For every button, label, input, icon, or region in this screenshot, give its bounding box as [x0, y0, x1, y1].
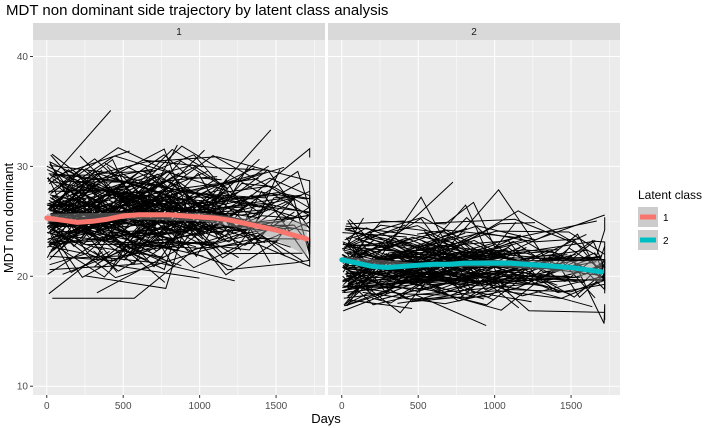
trajectory-line — [49, 163, 187, 227]
trajectory-line — [346, 270, 550, 292]
trajectory-line — [396, 274, 531, 296]
trajectory-line — [342, 217, 506, 269]
trajectory-line — [397, 279, 606, 304]
facet-strip — [328, 23, 620, 40]
trajectory-line — [342, 256, 515, 283]
x-tick-label: 500 — [115, 401, 132, 412]
trajectory-line — [51, 228, 101, 257]
trajectory-line — [49, 231, 197, 278]
y-tick-label: 30 — [17, 162, 29, 173]
trajectory-line — [47, 181, 98, 234]
trajectory-line — [63, 190, 175, 240]
trajectory-line — [434, 218, 572, 243]
trajectory-line — [346, 252, 485, 300]
legend: Latent class 1 2 — [638, 188, 702, 250]
x-tick-label: 1500 — [560, 401, 583, 412]
trajectory-line — [346, 255, 441, 291]
trajectory-line — [51, 227, 311, 279]
trajectory-line — [81, 216, 310, 243]
trajectory-line — [370, 236, 508, 255]
trajectory-line — [344, 216, 456, 241]
trajectory-line — [372, 249, 435, 264]
trajectory-line — [93, 250, 142, 272]
trajectory-line — [345, 204, 605, 307]
chart-title: MDT non dominant side trajectory by late… — [6, 2, 388, 19]
trajectory-line — [49, 255, 118, 262]
trajectory-line — [373, 248, 596, 299]
trajectory-line — [441, 227, 467, 238]
trajectory-line — [50, 198, 290, 259]
facet-strip-label: 2 — [471, 27, 477, 38]
y-tick-label: 20 — [17, 272, 29, 283]
trajectory-line — [48, 173, 165, 187]
trajectory-line — [104, 148, 203, 185]
legend-title: Latent class — [638, 188, 702, 202]
facet-strip-label: 1 — [176, 27, 182, 38]
trajectory-line — [347, 291, 371, 305]
trajectory-line — [359, 239, 502, 260]
trajectory-line — [342, 232, 407, 238]
trajectory-line — [114, 197, 267, 218]
trajectory-line — [80, 188, 253, 258]
trajectory-line — [343, 217, 364, 251]
x-tick-label: 1000 — [189, 401, 212, 412]
trajectory-line — [48, 235, 78, 245]
smooth-line-class-1 — [44, 212, 310, 242]
trajectory-line — [357, 252, 492, 283]
trajectory-line — [149, 196, 311, 255]
y-tick-label: 40 — [17, 52, 29, 63]
trajectory-line — [411, 216, 506, 275]
trajectory-line — [48, 251, 104, 295]
x-axis-title: Days — [311, 411, 341, 426]
legend-label: 1 — [663, 213, 669, 224]
x-tick-label: 500 — [410, 401, 427, 412]
trajectory-line — [75, 170, 156, 190]
y-axis-title: MDT non dominant — [1, 162, 16, 273]
trajectory-line — [50, 154, 187, 193]
trajectory-line — [349, 214, 605, 250]
x-tick-label: 1500 — [265, 401, 288, 412]
trajectory-line — [347, 259, 417, 269]
trajectory-line — [376, 236, 606, 269]
x-tick-label: 1000 — [484, 401, 507, 412]
x-tick-label: 0 — [44, 401, 50, 412]
trajectory-line — [410, 274, 605, 313]
legend-entry-1: 1 — [638, 207, 669, 227]
trajectory-line — [345, 224, 506, 259]
trajectory-line — [446, 266, 606, 283]
trajectory-line — [342, 242, 364, 273]
trajectory-line — [125, 237, 152, 254]
x-tick-label: 0 — [339, 401, 345, 412]
smooth-line-class-2 — [339, 257, 605, 275]
legend-entry-2: 2 — [638, 230, 669, 250]
facet-panel-1: 1 0 500 1000 1500 — [33, 23, 325, 412]
trajectory-line — [99, 218, 186, 245]
trajectory-line — [47, 110, 112, 183]
trajectory-line — [51, 153, 263, 194]
trajectory-line — [50, 235, 110, 274]
trajectory-line — [49, 158, 260, 222]
trajectory-line — [343, 201, 521, 266]
y-tick-label: 10 — [17, 382, 29, 393]
trajectory-line — [46, 192, 174, 268]
trajectory-line — [96, 194, 310, 294]
trajectory-line — [49, 230, 150, 278]
trajectory-line — [48, 169, 208, 205]
trajectory-line — [343, 261, 558, 294]
trajectory-line — [343, 280, 420, 312]
trajectory-line — [59, 144, 178, 218]
trajectory-line — [85, 218, 303, 289]
trajectory-line — [51, 230, 172, 249]
trajectory-line — [47, 222, 199, 252]
trajectory-line — [341, 224, 406, 250]
trajectory-line — [49, 265, 107, 271]
trajectory-line — [417, 220, 597, 239]
trajectory-line — [347, 181, 454, 247]
facet-panel-2: 2 0 500 1000 1500 — [328, 23, 620, 412]
legend-label: 2 — [663, 236, 669, 247]
trajectory-line — [51, 216, 310, 271]
facet-strip — [33, 23, 325, 40]
trajectory-line — [427, 239, 606, 262]
